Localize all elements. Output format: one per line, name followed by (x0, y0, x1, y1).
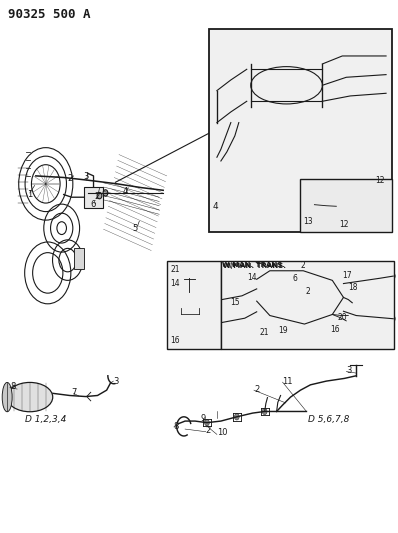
Circle shape (389, 314, 395, 323)
Text: 2: 2 (205, 426, 210, 435)
Text: 9: 9 (201, 414, 206, 423)
Text: 16: 16 (170, 336, 180, 345)
Text: 7: 7 (72, 389, 77, 398)
Circle shape (340, 316, 347, 324)
Text: W/MAN. TRANS.: W/MAN. TRANS. (223, 263, 286, 269)
Text: 6: 6 (293, 274, 297, 284)
Text: D 5,6,7,8: D 5,6,7,8 (308, 415, 350, 424)
Text: 2: 2 (306, 287, 310, 296)
Text: 17: 17 (342, 271, 352, 280)
Text: 14: 14 (170, 279, 180, 288)
Text: 8: 8 (173, 422, 179, 431)
Circle shape (213, 159, 220, 169)
Circle shape (216, 154, 226, 166)
Text: 2: 2 (95, 192, 100, 200)
Bar (74, 248, 84, 269)
Circle shape (219, 319, 225, 326)
Circle shape (345, 311, 351, 320)
Text: 21: 21 (170, 265, 180, 274)
Text: 18: 18 (348, 284, 358, 293)
Text: 12: 12 (339, 220, 349, 229)
Text: 6: 6 (91, 200, 96, 208)
Text: 2: 2 (67, 174, 72, 183)
Text: 3: 3 (346, 366, 352, 375)
Circle shape (97, 192, 102, 199)
Bar (209, 29, 392, 232)
Text: W/MAN. TRANS.: W/MAN. TRANS. (222, 262, 285, 268)
Text: 12: 12 (375, 176, 384, 185)
Text: 21: 21 (259, 328, 269, 337)
Text: 90325 500 A: 90325 500 A (8, 8, 90, 21)
Text: 11: 11 (283, 377, 293, 386)
Circle shape (234, 414, 239, 420)
Text: 5: 5 (133, 224, 138, 232)
Bar (84, 187, 103, 208)
Text: 4: 4 (123, 188, 128, 196)
Circle shape (378, 87, 386, 99)
Text: 2: 2 (300, 261, 305, 270)
Text: 4: 4 (213, 202, 219, 211)
Text: 1: 1 (27, 190, 33, 199)
Text: 15: 15 (230, 298, 240, 307)
Text: 20: 20 (338, 313, 347, 322)
Text: 3: 3 (113, 377, 119, 386)
Circle shape (339, 207, 346, 217)
Circle shape (103, 190, 108, 196)
Text: 8: 8 (10, 382, 16, 391)
Text: 14: 14 (248, 273, 257, 282)
Text: 10: 10 (217, 429, 227, 438)
Text: 2: 2 (254, 385, 259, 394)
Circle shape (345, 212, 351, 221)
Circle shape (375, 50, 385, 62)
Text: 16: 16 (330, 325, 340, 334)
Circle shape (377, 69, 386, 80)
Text: D 1,2,3,4: D 1,2,3,4 (25, 415, 66, 424)
Circle shape (186, 273, 193, 281)
Bar (221, 261, 394, 349)
Text: 19: 19 (279, 326, 288, 335)
Circle shape (205, 419, 209, 426)
Ellipse shape (2, 383, 12, 411)
Circle shape (219, 296, 225, 303)
Text: 13: 13 (303, 217, 313, 227)
Text: 3: 3 (83, 173, 88, 181)
Ellipse shape (7, 383, 53, 411)
Bar (167, 261, 221, 349)
Circle shape (262, 408, 267, 415)
Circle shape (348, 298, 354, 307)
Bar (300, 179, 392, 232)
Circle shape (334, 201, 341, 212)
Circle shape (389, 272, 395, 280)
